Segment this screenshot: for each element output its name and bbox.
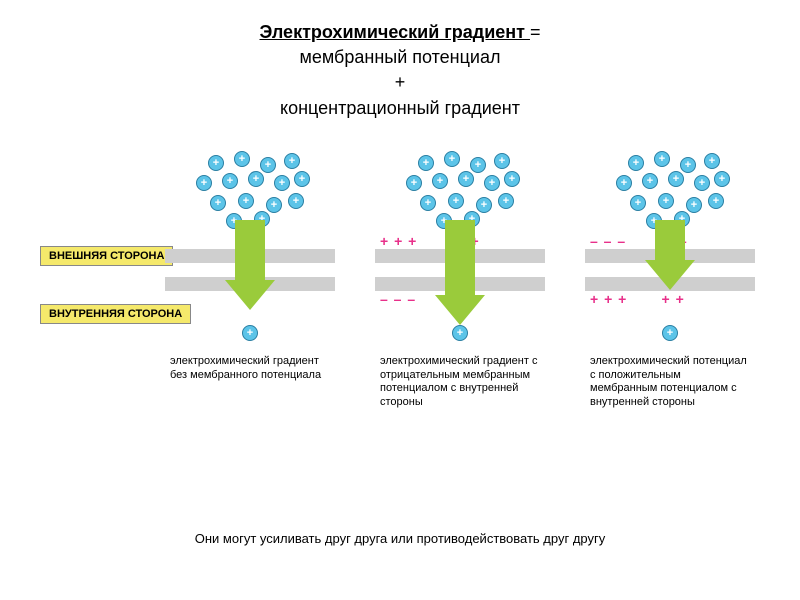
diagram-panel: +++++++++++++++– – – – –+ + + + + + электр…	[585, 151, 755, 410]
ion-icon: +	[208, 155, 224, 171]
ion-icon: +	[196, 175, 212, 191]
diagram-panel: ++++++++++++++++электрохимический градие…	[165, 151, 335, 410]
ion-icon: +	[616, 175, 632, 191]
ion-icon: +	[694, 175, 710, 191]
ion-icon: +	[406, 175, 422, 191]
arrow-wrap	[645, 220, 695, 295]
ion-icon: +	[642, 173, 658, 189]
ion-icon: +	[630, 195, 646, 211]
ion-icon: +	[432, 173, 448, 189]
inner-side-label: ВНУТРЕННЯЯ СТОРОНА	[40, 304, 191, 324]
arrow-icon	[645, 220, 695, 290]
ion-icon: +	[260, 157, 276, 173]
ion-icon: +	[662, 325, 678, 341]
ion-icon: +	[242, 325, 258, 341]
ion-icon: +	[238, 193, 254, 209]
ion-icon: +	[294, 171, 310, 187]
title-eq: =	[530, 22, 541, 42]
footer-note: Они могут усиливать друг друга или проти…	[0, 531, 800, 546]
single-ion: +	[662, 325, 678, 341]
ion-icon: +	[658, 193, 674, 209]
ion-icon: +	[628, 155, 644, 171]
title-line3: +	[395, 72, 406, 92]
ion-icon: +	[504, 171, 520, 187]
ion-icon: +	[234, 151, 250, 167]
ion-icon: +	[668, 171, 684, 187]
ion-icon: +	[484, 175, 500, 191]
ion-icon: +	[680, 157, 696, 173]
ion-icon: +	[686, 197, 702, 213]
ion-icon: +	[476, 197, 492, 213]
arrow-icon	[435, 220, 485, 325]
ion-icon: +	[452, 325, 468, 341]
ion-icon: +	[458, 171, 474, 187]
title-term: Электрохимический градиент	[260, 22, 530, 42]
title-block: Электрохимический градиент = мембранный …	[0, 0, 800, 121]
outer-side-label: ВНЕШНЯЯ СТОРОНА	[40, 246, 173, 266]
ion-icon: +	[274, 175, 290, 191]
ion-icon: +	[284, 153, 300, 169]
title-line2: мембранный потенциал	[300, 47, 501, 67]
ion-icon: +	[266, 197, 282, 213]
ion-cluster: +++++++++++++++	[190, 151, 310, 231]
ion-cluster: +++++++++++++++	[610, 151, 730, 231]
ion-icon: +	[654, 151, 670, 167]
diagram-area: ВНЕШНЯЯ СТОРОНА ВНУТРЕННЯЯ СТОРОНА +++++…	[0, 151, 800, 521]
single-ion: +	[242, 325, 258, 341]
ion-icon: +	[494, 153, 510, 169]
membrane: + + + + +– – – – –	[375, 235, 545, 305]
panel-caption: электрохимический потенциал с положитель…	[590, 355, 750, 410]
ion-icon: +	[448, 193, 464, 209]
membrane: – – – – –+ + + + +	[585, 235, 755, 305]
ion-icon: +	[714, 171, 730, 187]
arrow-wrap	[435, 220, 485, 330]
panel-caption: электрохимический градиент без мембранно…	[170, 355, 330, 383]
title-line4: концентрационный градиент	[280, 98, 520, 118]
single-ion: +	[452, 325, 468, 341]
arrow-icon	[225, 220, 275, 310]
ion-icon: +	[210, 195, 226, 211]
ion-icon: +	[418, 155, 434, 171]
ion-icon: +	[444, 151, 460, 167]
diagram-panel: ++++++++++++++++ + + + +– – – – – + электр…	[375, 151, 545, 410]
ion-icon: +	[420, 195, 436, 211]
ion-icon: +	[704, 153, 720, 169]
arrow-wrap	[225, 220, 275, 315]
ion-icon: +	[248, 171, 264, 187]
ion-icon: +	[708, 193, 724, 209]
panel-caption: электрохимический градиент с отрицательн…	[380, 355, 540, 410]
ion-icon: +	[288, 193, 304, 209]
ion-cluster: +++++++++++++++	[400, 151, 520, 231]
ion-icon: +	[470, 157, 486, 173]
ion-icon: +	[222, 173, 238, 189]
ion-icon: +	[498, 193, 514, 209]
membrane	[165, 235, 335, 305]
